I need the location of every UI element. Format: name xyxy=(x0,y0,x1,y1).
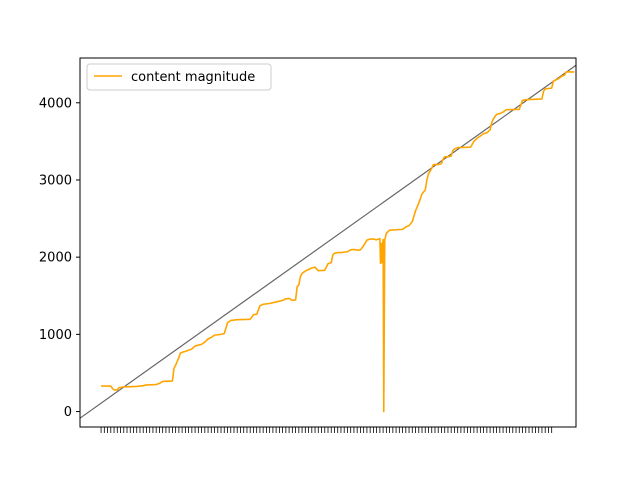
y-tick-label: 4000 xyxy=(39,96,72,111)
legend-label: content magnitude xyxy=(131,70,255,85)
series-line-content-magnitude xyxy=(101,71,575,413)
y-tick-label: 0 xyxy=(64,405,72,420)
y-tick-label: 3000 xyxy=(39,173,72,188)
legend-box xyxy=(86,63,272,91)
y-tick-label: 2000 xyxy=(39,251,72,266)
y-tick-label: 1000 xyxy=(39,328,72,343)
reference-line xyxy=(80,64,576,419)
legend: content magnitude xyxy=(86,63,272,91)
